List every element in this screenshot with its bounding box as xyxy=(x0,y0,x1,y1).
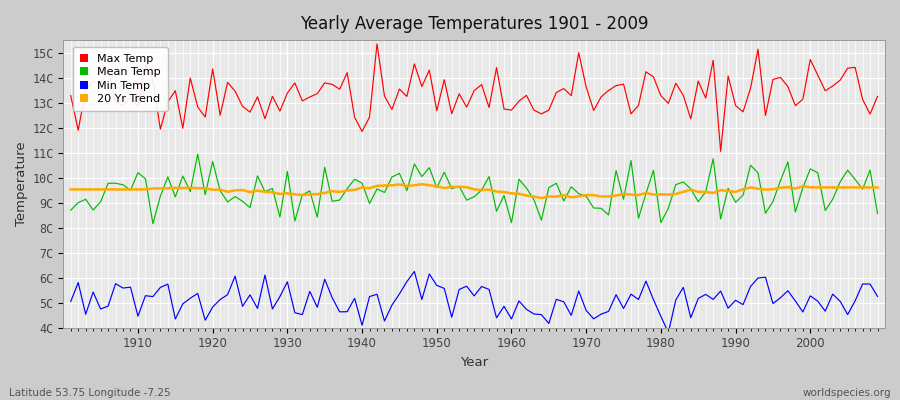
Text: worldspecies.org: worldspecies.org xyxy=(803,388,891,398)
X-axis label: Year: Year xyxy=(460,356,488,369)
Title: Yearly Average Temperatures 1901 - 2009: Yearly Average Temperatures 1901 - 2009 xyxy=(300,15,648,33)
Text: Latitude 53.75 Longitude -7.25: Latitude 53.75 Longitude -7.25 xyxy=(9,388,171,398)
Legend: Max Temp, Mean Temp, Min Temp, 20 Yr Trend: Max Temp, Mean Temp, Min Temp, 20 Yr Tre… xyxy=(73,47,167,111)
Y-axis label: Temperature: Temperature xyxy=(15,142,28,226)
